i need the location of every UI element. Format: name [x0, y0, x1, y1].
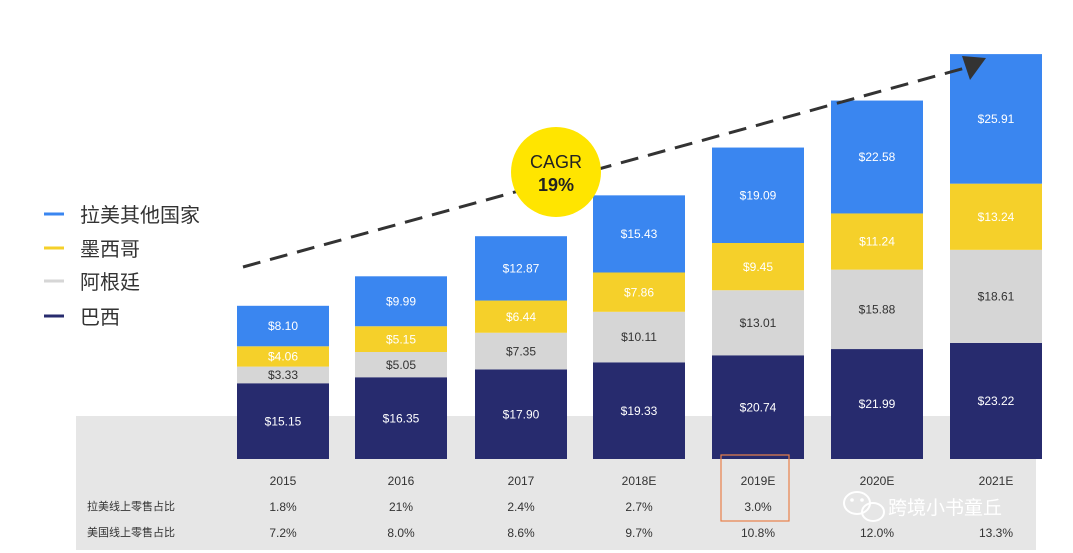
table-cell: 12.0% [860, 526, 894, 540]
bar-segment [355, 326, 447, 352]
data-label: $22.58 [859, 150, 896, 164]
watermark-text: 跨境小书童丘 [888, 497, 1002, 519]
table-cell: 3.0% [744, 500, 772, 514]
table-row-label: 美国线上零售占比 [87, 525, 175, 539]
data-label: $16.35 [383, 411, 420, 425]
table-cell: 9.7% [625, 526, 653, 540]
bar-segment [475, 300, 567, 333]
x-tick-label: 2021E [979, 474, 1014, 488]
data-label: $15.43 [621, 227, 658, 241]
bar-segment [593, 311, 685, 363]
table-cell: 21% [389, 500, 413, 514]
data-label: $9.99 [386, 294, 416, 308]
x-tick-label: 2016 [388, 474, 415, 488]
bar-segment [712, 355, 804, 459]
x-tick-label: 2019E [741, 474, 776, 488]
data-label: $15.15 [265, 414, 302, 428]
bar-segment [831, 269, 923, 350]
data-label: $8.10 [268, 319, 298, 333]
table-cell: 2.7% [625, 500, 653, 514]
bar-segment [950, 183, 1042, 250]
data-label: $13.01 [740, 316, 777, 330]
trend-line [242, 66, 966, 269]
data-label: $19.33 [621, 404, 658, 418]
bar-segment [237, 383, 329, 459]
bar-segment [475, 332, 567, 370]
legend-label: 拉美其他国家 [80, 203, 200, 227]
data-label: $18.61 [978, 290, 1015, 304]
data-label: $5.15 [386, 332, 416, 346]
table-cell: 2.4% [507, 500, 535, 514]
data-label: $13.24 [978, 210, 1015, 224]
bar-segment [593, 272, 685, 312]
bar-segment [475, 369, 567, 459]
bar-segment [593, 195, 685, 273]
data-label: $7.35 [506, 344, 536, 358]
data-label: $3.33 [268, 368, 298, 382]
data-label: $9.45 [743, 260, 773, 274]
data-label: $25.91 [978, 112, 1015, 126]
x-tick-label: 2015 [270, 474, 297, 488]
bar-segment [712, 147, 804, 243]
table: 拉美线上零售占比 美国线上零售占比 1.8% 21% 2.4% 2.7% 3.0% 7.2… [87, 499, 1013, 540]
bar-segment [950, 342, 1042, 459]
legend-label: 墨西哥 [80, 237, 140, 261]
bar-segment [831, 349, 923, 459]
data-label: $7.86 [624, 285, 654, 299]
bar-segment [831, 213, 923, 270]
cagr-value: 19% [538, 175, 574, 195]
cagr-title: CAGR [530, 152, 582, 172]
data-label: $20.74 [740, 400, 777, 414]
data-label: $21.99 [859, 397, 896, 411]
watermark: 跨境小书童丘 [843, 491, 1002, 522]
data-label: $19.09 [740, 188, 777, 202]
bar-segment [831, 100, 923, 214]
table-cell: 8.6% [507, 526, 535, 540]
bar-segment [950, 249, 1042, 343]
data-label: $12.87 [503, 262, 540, 276]
bar-segment [712, 290, 804, 356]
x-tick-label: 2020E [860, 474, 895, 488]
data-label: $17.90 [503, 407, 540, 421]
data-label: $11.24 [859, 235, 895, 249]
bar-segment [237, 346, 329, 367]
bar-segment [950, 54, 1042, 184]
table-cell: 1.8% [269, 500, 297, 514]
trend-arrowhead-icon [962, 56, 986, 80]
data-label: $4.06 [268, 350, 298, 364]
table-cell: 13.3% [979, 526, 1013, 540]
data-label: $6.44 [506, 310, 536, 324]
highlight-box [720, 454, 790, 522]
bar-segment [355, 377, 447, 459]
bar-segment [237, 366, 329, 384]
legend-label: 阿根廷 [80, 270, 140, 294]
bar-segment [593, 362, 685, 459]
table-cell: 8.0% [387, 526, 415, 540]
data-label: $15.88 [859, 303, 896, 317]
bar-segment [355, 276, 447, 327]
category-labels: 2015 2016 2017 2018E 2019E 2020E 2021E [270, 474, 1014, 488]
bars-layer: $15.15 $3.33 $4.06 $8.10 $16.35 $5.05 $5.15 $9.… [237, 54, 1042, 459]
bar-segment [237, 305, 329, 347]
table-row-label: 拉美线上零售占比 [87, 499, 175, 513]
x-tick-label: 2017 [508, 474, 535, 488]
wechat-icon [843, 491, 885, 522]
bar-segment [712, 243, 804, 291]
table-cell: 10.8% [741, 526, 775, 540]
data-label: $5.05 [386, 358, 416, 372]
data-label: $23.22 [978, 394, 1015, 408]
bar-segment [355, 352, 447, 378]
data-label: $10.11 [621, 330, 657, 344]
legend-label: 巴西 [80, 305, 120, 329]
x-tick-label: 2018E [622, 474, 657, 488]
bar-segment [475, 236, 567, 301]
table-cell: 7.2% [269, 526, 297, 540]
cagr-badge [511, 127, 601, 217]
